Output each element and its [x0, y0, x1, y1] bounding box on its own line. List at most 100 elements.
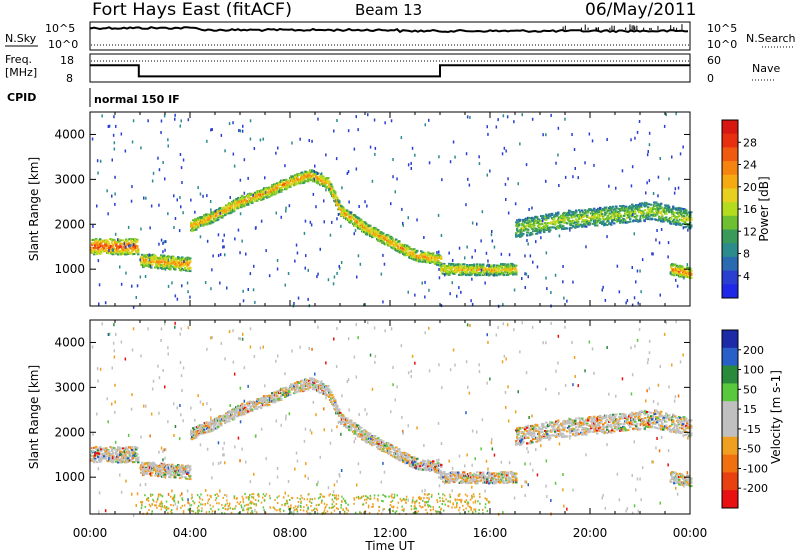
- velocity-cell: [268, 403, 271, 406]
- power-cell: [586, 214, 589, 217]
- power-cell: [219, 253, 222, 257]
- power-cell: [159, 257, 162, 260]
- y-tick-label: 2000: [54, 217, 85, 231]
- power-cell: [293, 178, 296, 181]
- power-cell: [422, 251, 425, 254]
- power-cell: [545, 179, 547, 183]
- power-cell: [651, 252, 653, 256]
- power-cell: [608, 207, 611, 210]
- power-cell: [688, 275, 691, 278]
- power-cell: [687, 219, 690, 222]
- power-cell: [224, 214, 227, 217]
- power-cell: [447, 270, 450, 273]
- power-cell: [571, 221, 574, 224]
- velocity-cell: [236, 410, 239, 413]
- power-cell: [527, 275, 529, 279]
- power-cell: [662, 220, 665, 223]
- power-cell: [578, 225, 581, 227]
- power-cell: [374, 146, 377, 150]
- power-cell: [561, 217, 564, 220]
- power-cell: [627, 208, 630, 211]
- power-cell: [591, 215, 594, 218]
- power-cell: [396, 244, 399, 247]
- power-cell: [404, 250, 407, 253]
- power-cell: [476, 273, 479, 276]
- power-cell: [538, 223, 541, 225]
- power-cell: [385, 242, 388, 245]
- power-cell: [472, 271, 475, 274]
- velocity-cell: [275, 394, 278, 396]
- power-cell: [527, 220, 530, 223]
- power-cell: [459, 271, 462, 274]
- power-cell: [316, 171, 319, 175]
- power-cell: [414, 249, 417, 252]
- velocity-cell: [279, 396, 282, 399]
- power-cell: [624, 209, 627, 212]
- power-cell: [126, 240, 129, 243]
- power-cell: [521, 230, 524, 233]
- velocity-cell: [284, 396, 287, 399]
- power-cell: [404, 254, 407, 257]
- power-cell: [174, 117, 176, 121]
- velocity-cell: [317, 388, 320, 391]
- power-cell: [90, 249, 93, 252]
- power-cell: [110, 248, 113, 251]
- power-cell: [176, 198, 178, 202]
- power-cell: [640, 290, 642, 294]
- power-cell: [679, 222, 682, 225]
- velocity-cell: [217, 426, 220, 428]
- power-cell: [545, 219, 548, 222]
- power-cell: [658, 216, 661, 219]
- power-cell: [623, 221, 626, 224]
- power-cell: [672, 212, 675, 214]
- power-cell: [344, 215, 347, 218]
- power-cell: [647, 213, 650, 216]
- power-cell: [479, 274, 482, 277]
- power-cell: [268, 195, 271, 198]
- velocity-cell: [287, 389, 290, 391]
- power-cell: [572, 225, 575, 228]
- power-cell: [356, 223, 359, 226]
- power-cell: [549, 215, 552, 218]
- power-cell: [98, 283, 101, 287]
- power-cell: [294, 174, 297, 177]
- power-cell: [491, 239, 494, 243]
- power-cell: [607, 220, 610, 222]
- velocity-cell: [293, 386, 296, 389]
- power-cell: [566, 299, 568, 303]
- power-cell: [194, 219, 197, 222]
- power-cell: [338, 200, 341, 203]
- power-cell: [210, 287, 212, 291]
- power-cell: [201, 221, 204, 224]
- velocity-cell: [313, 381, 316, 384]
- power-cell: [386, 237, 389, 240]
- velocity-cell: [223, 419, 226, 422]
- power-cell: [606, 235, 608, 239]
- power-cell: [581, 209, 584, 212]
- velocity-cell: [193, 432, 196, 435]
- power-cell: [183, 264, 186, 267]
- power-cell: [518, 222, 521, 225]
- velocity-cell: [201, 429, 204, 432]
- power-cell: [128, 241, 131, 244]
- power-cell: [139, 258, 141, 262]
- power-cell: [638, 207, 641, 210]
- power-cell: [489, 272, 492, 275]
- power-cell: [400, 136, 403, 140]
- power-cell: [537, 221, 540, 224]
- power-cell: [630, 207, 633, 210]
- power-cell: [466, 115, 469, 119]
- power-cell: [115, 124, 117, 128]
- power-cell: [554, 214, 557, 217]
- power-cell: [347, 213, 350, 215]
- power-cell: [631, 208, 634, 211]
- power-cell: [619, 213, 622, 216]
- power-cell: [98, 251, 101, 254]
- power-cell: [575, 223, 578, 226]
- power-cell: [149, 256, 152, 258]
- power-cell: [488, 268, 491, 271]
- power-cell: [633, 232, 635, 236]
- power-cell: [307, 268, 309, 272]
- power-cell: [342, 206, 345, 209]
- power-cell: [259, 138, 262, 142]
